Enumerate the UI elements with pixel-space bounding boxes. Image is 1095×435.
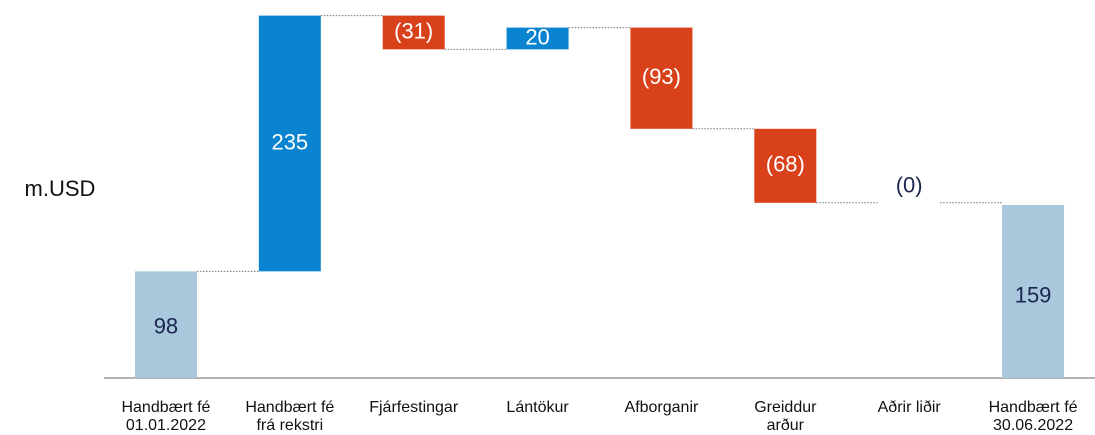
bar <box>382 15 445 50</box>
bar <box>630 27 693 129</box>
bar <box>506 27 569 50</box>
value-label: (31) <box>394 18 433 43</box>
value-label: 20 <box>525 24 549 49</box>
x-tick-label: 01.01.2022 <box>126 417 206 434</box>
x-tick-label: arður <box>767 417 805 434</box>
bar <box>1002 204 1065 378</box>
value-label: (0) <box>896 173 923 198</box>
value-label: 235 <box>271 129 308 154</box>
x-tick-label: 30.06.2022 <box>993 417 1073 434</box>
x-tick-label: Lántökur <box>506 399 569 416</box>
x-tick-label: Greiddur <box>754 399 817 416</box>
value-label: 159 <box>1015 282 1052 307</box>
bar <box>754 128 817 203</box>
x-tick-label: Handbært fé <box>989 399 1078 416</box>
x-tick-label: Handbært fé <box>121 399 210 416</box>
x-tick-label: Aðrir liðir <box>878 399 942 416</box>
x-tick-label: frá rekstri <box>256 417 323 434</box>
bar <box>258 15 321 272</box>
value-label: 98 <box>154 314 178 339</box>
x-tick-label: Afborganir <box>625 399 699 416</box>
value-label: (93) <box>642 64 681 89</box>
y-axis-label: m.USD <box>25 176 96 201</box>
x-tick-label: Fjárfestingar <box>369 399 459 416</box>
value-label: (68) <box>766 152 805 177</box>
x-tick-label: Handbært fé <box>245 399 334 416</box>
bar <box>134 271 197 378</box>
